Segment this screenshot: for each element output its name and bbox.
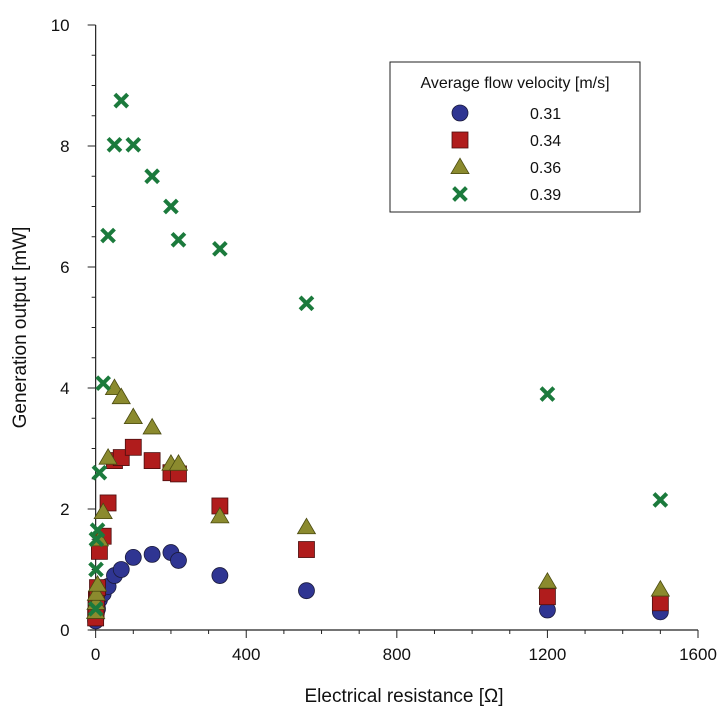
legend-marker-0.36: [450, 157, 470, 175]
x-tick-label: 1600: [679, 645, 717, 664]
data-point: [104, 378, 125, 396]
legend-box: [389, 61, 641, 213]
y-tick-label: 0: [60, 621, 69, 640]
data-point: [296, 517, 317, 535]
data-point: [88, 561, 104, 578]
ticks: 0 400 800 1200 1600 0 2 4 6 8 10: [51, 16, 717, 664]
data-point: [112, 561, 130, 578]
data-point: [170, 231, 187, 248]
data-point: [125, 136, 142, 153]
data-point: [298, 295, 315, 312]
data-point: [650, 579, 671, 597]
data-point: [123, 407, 143, 425]
legend-label: 0.31: [530, 106, 561, 123]
data-point: [539, 386, 556, 402]
data-point: [144, 168, 160, 185]
data-points: [85, 92, 671, 630]
data-point: [113, 92, 130, 109]
data-point: [539, 588, 556, 606]
x-stroke: [163, 198, 179, 215]
x-stroke: [212, 241, 228, 257]
x-stroke: [452, 186, 468, 202]
x-stroke: [89, 522, 106, 538]
y-tick-label: 8: [60, 137, 69, 156]
y-tick-label: 2: [60, 500, 69, 519]
data-point: [537, 572, 558, 589]
data-point: [100, 227, 116, 244]
legend: Average flow velocity [m/s] 0.31 0.34 0.36 0…: [389, 61, 641, 213]
x-stroke: [144, 168, 160, 185]
x-stroke: [539, 386, 556, 402]
data-point: [651, 594, 669, 612]
x-stroke: [100, 227, 116, 244]
legend-label: 0.39: [530, 187, 561, 204]
data-point: [212, 241, 228, 257]
data-point: [143, 545, 161, 563]
data-point: [86, 584, 107, 601]
data-point: [211, 567, 229, 584]
x-tick-label: 0: [91, 645, 100, 664]
y-tick-label: 10: [51, 16, 70, 35]
data-point: [93, 502, 113, 520]
data-point: [111, 387, 131, 405]
series-0.39: [87, 92, 669, 617]
data-point: [124, 549, 142, 566]
x-stroke: [652, 492, 669, 508]
x-axis-title: Electrical resistance [Ω]: [305, 686, 504, 707]
data-point: [106, 136, 123, 153]
x-stroke: [125, 136, 142, 153]
data-point: [142, 417, 162, 435]
data-point: [87, 601, 104, 617]
y-axis-title: Generation output [mW]: [10, 227, 31, 429]
data-point: [298, 541, 315, 558]
data-point: [652, 492, 669, 508]
x-stroke: [91, 464, 108, 481]
data-point: [168, 454, 189, 471]
data-point: [298, 582, 315, 600]
x-stroke: [106, 136, 123, 153]
legend-title: Average flow velocity [m/s]: [420, 75, 609, 92]
x-stroke: [170, 231, 187, 248]
data-point: [98, 447, 118, 465]
legend-marker-0.34: [451, 131, 469, 149]
data-point: [89, 522, 106, 538]
x-stroke: [95, 375, 111, 391]
data-point: [163, 198, 179, 215]
data-point: [143, 452, 161, 470]
data-point: [87, 575, 108, 592]
y-tick-label: 6: [60, 258, 69, 277]
legend-marker-0.31: [451, 104, 469, 122]
data-point: [124, 438, 142, 456]
x-tick-label: 1200: [528, 645, 566, 664]
x-tick-label: 400: [232, 645, 260, 664]
legend-label: 0.34: [530, 133, 561, 150]
x-stroke: [87, 601, 104, 617]
legend-label: 0.36: [530, 160, 561, 177]
data-point: [210, 506, 230, 524]
x-stroke: [298, 295, 315, 312]
x-stroke: [113, 92, 130, 109]
data-point: [91, 464, 108, 481]
x-stroke: [88, 561, 104, 578]
series-0.36: [85, 378, 671, 619]
x-tick-label: 800: [383, 645, 411, 664]
legend-marker-0.39: [452, 186, 468, 202]
series-0.31: [87, 544, 669, 630]
data-point: [95, 375, 111, 391]
data-point: [170, 552, 187, 569]
y-tick-label: 4: [60, 379, 69, 398]
